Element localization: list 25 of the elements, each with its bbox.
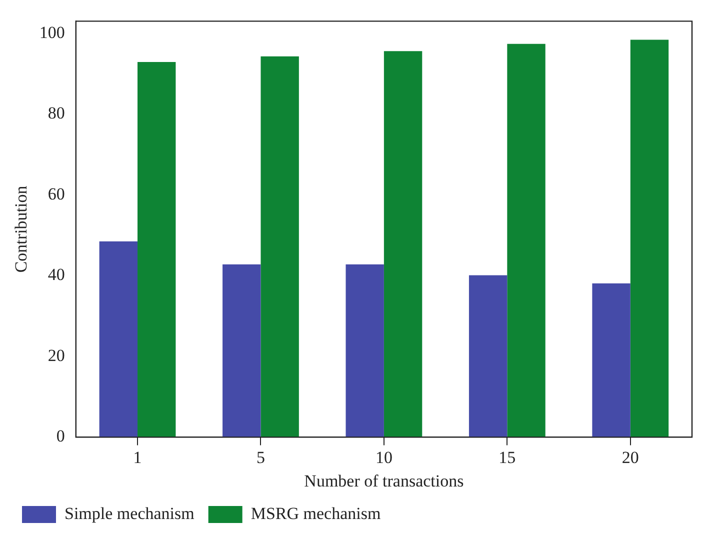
- y-tick-label: 80: [48, 104, 65, 123]
- bar: [346, 264, 384, 438]
- bar: [468, 275, 508, 438]
- bar: [630, 40, 669, 438]
- x-axis-title: Number of transactions: [304, 471, 464, 490]
- bar: [138, 62, 176, 438]
- x-tick-label: 15: [498, 448, 516, 467]
- x-tick-label: 1: [133, 448, 142, 467]
- legend-label: Simple mechanism: [64, 504, 194, 523]
- bar: [592, 283, 630, 438]
- y-tick-label: 20: [48, 346, 65, 365]
- y-axis-title: Contribution: [12, 185, 31, 273]
- x-tick-label: 5: [256, 448, 265, 467]
- y-tick-label: 100: [39, 22, 65, 42]
- y-tick-label: 60: [48, 184, 65, 204]
- x-tick-label: 20: [622, 448, 639, 467]
- bar: [99, 241, 138, 438]
- y-tick-label: 40: [48, 265, 65, 284]
- bar: [384, 51, 422, 438]
- legend-label: MSRG mechanism: [250, 504, 381, 523]
- bar: [260, 56, 299, 438]
- bar: [222, 264, 261, 438]
- bar: [507, 44, 546, 438]
- y-tick-label: 0: [56, 426, 65, 446]
- x-tick-label: 10: [375, 448, 392, 467]
